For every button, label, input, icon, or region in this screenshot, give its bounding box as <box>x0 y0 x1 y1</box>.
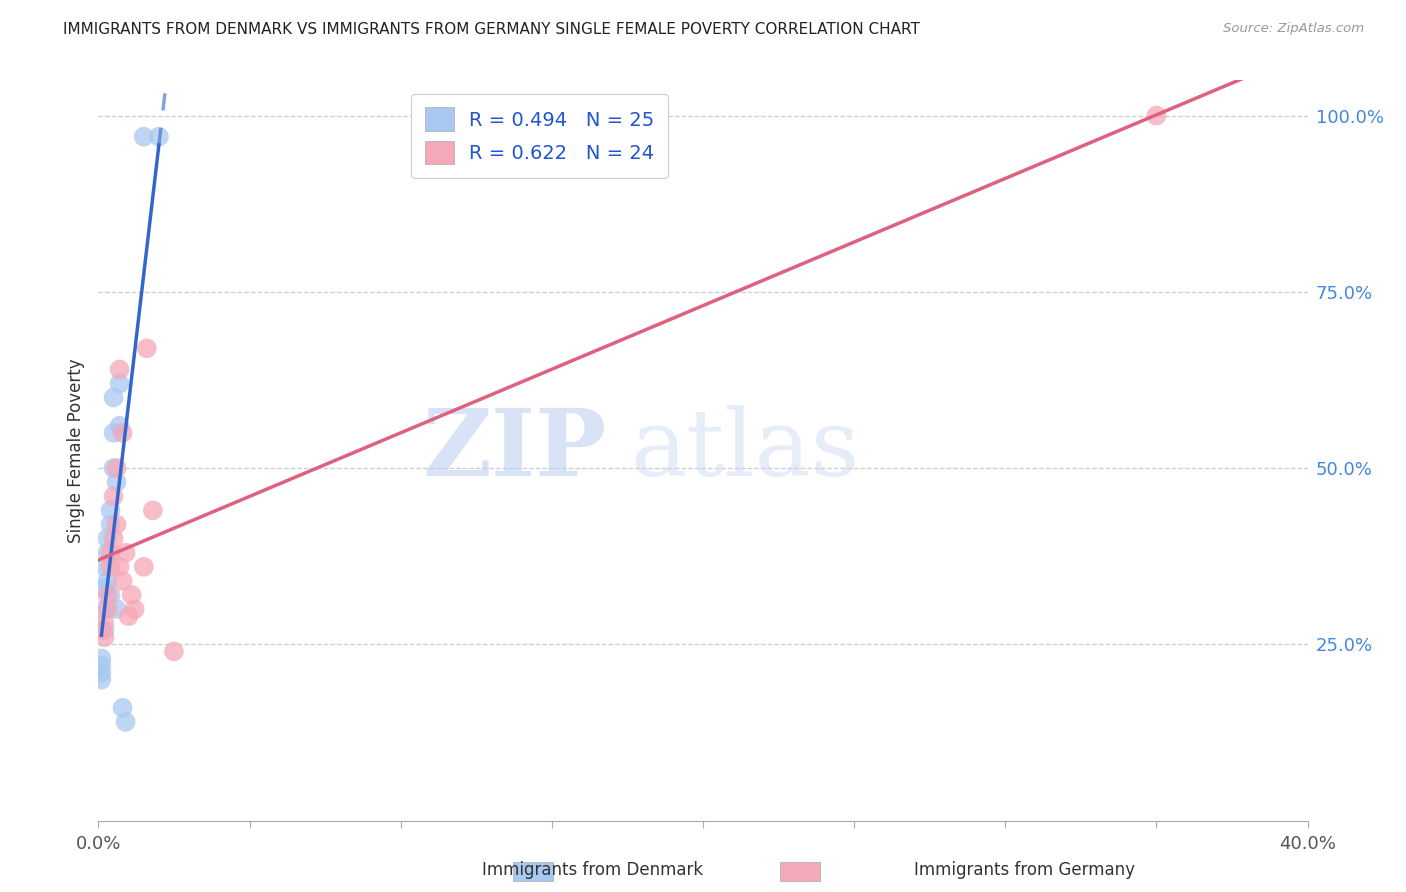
Legend: R = 0.494   N = 25, R = 0.622   N = 24: R = 0.494 N = 25, R = 0.622 N = 24 <box>411 94 668 178</box>
Point <box>108 559 131 574</box>
Point <box>103 461 125 475</box>
Point <box>90 624 112 638</box>
Point <box>111 574 134 588</box>
Point <box>124 602 146 616</box>
Point <box>96 574 118 588</box>
Point <box>90 658 112 673</box>
Point <box>118 609 141 624</box>
Point <box>121 588 143 602</box>
Point <box>114 714 136 729</box>
Point <box>163 644 186 658</box>
Point <box>96 546 118 560</box>
Text: Source: ZipAtlas.com: Source: ZipAtlas.com <box>1223 22 1364 36</box>
Y-axis label: Single Female Poverty: Single Female Poverty <box>66 359 84 542</box>
Point <box>103 532 125 546</box>
Point <box>105 475 128 490</box>
Text: ZIP: ZIP <box>422 406 606 495</box>
Point <box>100 588 122 602</box>
Text: Immigrants from Germany: Immigrants from Germany <box>914 861 1135 879</box>
Point <box>100 503 122 517</box>
Point <box>103 391 125 405</box>
Text: atlas: atlas <box>630 406 859 495</box>
Point <box>103 425 125 440</box>
Point <box>96 588 118 602</box>
Point <box>90 673 112 687</box>
Point <box>90 665 112 680</box>
Point <box>148 129 170 144</box>
Point <box>114 546 136 560</box>
Point <box>93 559 115 574</box>
Point <box>105 461 128 475</box>
Point <box>1144 109 1167 123</box>
Point <box>135 341 157 355</box>
Point <box>93 630 115 644</box>
Point <box>105 602 128 616</box>
Point <box>90 651 112 665</box>
Point <box>100 546 122 560</box>
Point <box>103 489 125 503</box>
Point <box>93 602 115 616</box>
Point <box>132 129 155 144</box>
Point <box>142 503 165 517</box>
Point <box>111 425 134 440</box>
Point <box>132 559 155 574</box>
Point <box>96 602 118 616</box>
Text: Immigrants from Denmark: Immigrants from Denmark <box>482 861 703 879</box>
Text: IMMIGRANTS FROM DENMARK VS IMMIGRANTS FROM GERMANY SINGLE FEMALE POVERTY CORRELA: IMMIGRANTS FROM DENMARK VS IMMIGRANTS FR… <box>63 22 920 37</box>
Point <box>111 701 134 715</box>
Point <box>108 362 131 376</box>
Point <box>108 418 131 433</box>
Point <box>93 616 115 631</box>
Point <box>108 376 131 391</box>
Point <box>100 517 122 532</box>
Point <box>93 624 115 638</box>
Point <box>96 532 118 546</box>
Point <box>93 581 115 595</box>
Point <box>105 517 128 532</box>
Point <box>100 559 122 574</box>
